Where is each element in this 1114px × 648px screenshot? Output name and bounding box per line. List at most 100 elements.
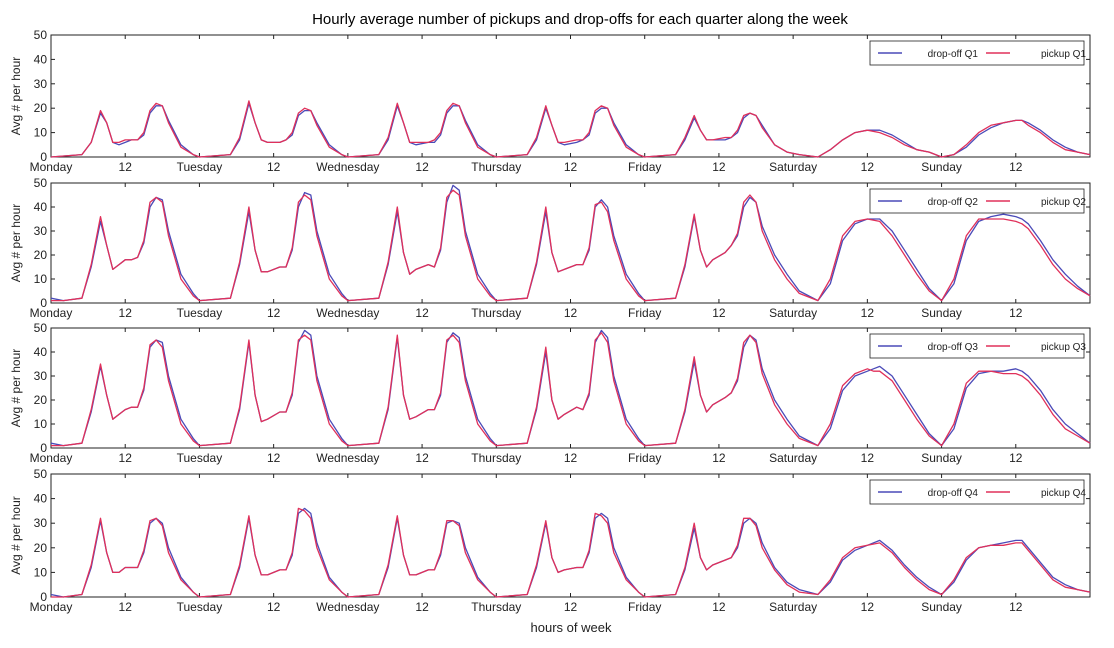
x-tick-label: 12 [119,160,133,174]
series-line-pickup-q1 [50,100,1091,158]
legend: drop-off Q4 pickup Q4 [869,479,1086,505]
legend-entry: drop-off Q3 [928,342,979,353]
y-axis-label: Avg # per hour [9,349,23,428]
legend-entry: pickup Q2 [1041,197,1086,208]
x-tick-label: 12 [564,451,578,465]
y-tick-label: 10 [34,126,48,140]
y-tick-label: 20 [34,101,48,115]
x-tick-label: Sunday [921,451,962,465]
x-tick-label: Friday [628,451,661,465]
x-tick-label: Saturday [769,600,817,614]
y-tick-label: 0 [40,590,47,604]
x-tick-label: 12 [1009,160,1023,174]
legend-box [869,40,1085,66]
y-tick-label: 0 [40,296,47,310]
x-tick-label: 12 [712,160,726,174]
x-tick-label: 12 [267,600,281,614]
legend-entry: drop-off Q2 [928,197,979,208]
panel-q4: 0 10 20 30 40 50 Monday 12 Tuesday 12 Wednesday 12 T… [9,467,1091,614]
chart-title: Hourly average number of pickups and dro… [312,11,848,28]
x-tick-label: Wednesday [316,306,379,320]
x-tick-label: 12 [861,306,875,320]
series-line-pickup-q4 [51,507,1091,598]
y-tick-label: 20 [34,541,48,555]
panel-q3: 0 10 20 30 40 50 Monday 12 Tuesday 12 Wednesday 12 T… [9,321,1091,465]
y-tick-label: 10 [34,272,48,286]
x-tick-label: Monday [30,306,73,320]
legend: drop-off Q2 pickup Q2 [869,188,1086,214]
x-tick-label: Saturday [769,306,817,320]
y-axis-label: Avg # per hour [9,204,23,283]
y-tick-label: 30 [34,516,48,530]
x-tick-label: Friday [628,600,661,614]
legend-box [869,188,1085,214]
x-tick-label: 12 [267,451,281,465]
x-tick-label: 12 [712,600,726,614]
x-tick-label: 12 [267,160,281,174]
x-tick-label: Tuesday [177,160,223,174]
x-tick-label: 12 [415,306,429,320]
legend-entry: pickup Q4 [1041,488,1086,499]
x-tick-label: 12 [1009,451,1023,465]
x-tick-label: Thursday [471,451,521,465]
y-tick-label: 40 [34,492,48,506]
x-tick-label: Wednesday [316,600,379,614]
panel-q2: 0 10 20 30 40 50 Monday 12 Tuesday 12 Wednesday 12 T… [9,176,1091,320]
y-axis-label: Avg # per hour [9,496,23,575]
legend-entry: drop-off Q4 [928,488,979,499]
legend-box [869,333,1085,359]
x-tick-label: Saturday [769,451,817,465]
legend-entry: drop-off Q1 [928,49,979,60]
series-line-dropoff-q4 [50,507,1091,598]
x-tick-label: 12 [119,306,133,320]
x-tick-label: 12 [415,600,429,614]
x-tick-label: 12 [712,306,726,320]
x-tick-label: Monday [30,451,73,465]
x-tick-label: 12 [712,451,726,465]
y-tick-label: 30 [34,224,48,238]
y-tick-label: 50 [34,321,48,335]
x-tick-label: 12 [861,160,875,174]
x-tick-label: Sunday [921,600,962,614]
y-tick-label: 0 [40,150,47,164]
y-tick-label: 40 [34,345,48,359]
legend: drop-off Q3 pickup Q3 [869,333,1086,359]
x-tick-label: Friday [628,160,661,174]
x-tick-label: Thursday [471,306,521,320]
y-tick-label: 40 [34,52,48,66]
y-tick-label: 50 [34,467,48,481]
x-tick-label: Saturday [769,160,817,174]
x-tick-label: Thursday [471,600,521,614]
series-line-pickup-q2 [51,189,1091,302]
x-tick-label: Wednesday [316,451,379,465]
x-tick-label: Tuesday [177,451,223,465]
x-tick-label: Sunday [921,160,962,174]
x-tick-label: 12 [415,160,429,174]
x-tick-label: 12 [1009,600,1023,614]
x-tick-label: 12 [861,600,875,614]
x-tick-label: Monday [30,160,73,174]
x-axis-label: hours of week [531,620,612,635]
legend-entry: pickup Q3 [1041,342,1086,353]
series-line-pickup-q3 [51,332,1091,447]
series-line-dropoff-q1 [50,102,1091,158]
x-tick-label: 12 [267,306,281,320]
legend: drop-off Q1 pickup Q1 [869,40,1086,66]
x-tick-label: 12 [564,600,578,614]
x-tick-label: 12 [1009,306,1023,320]
y-tick-label: 50 [34,28,48,42]
y-tick-label: 30 [34,77,48,91]
y-tick-label: 10 [34,565,48,579]
x-tick-label: 12 [564,160,578,174]
y-tick-label: 40 [34,200,48,214]
x-tick-label: 12 [415,451,429,465]
x-tick-label: 12 [119,600,133,614]
x-tick-label: Tuesday [177,600,223,614]
x-tick-label: 12 [861,451,875,465]
x-tick-label: Wednesday [316,160,379,174]
y-tick-label: 20 [34,248,48,262]
x-tick-label: Tuesday [177,306,223,320]
legend-entry: pickup Q1 [1041,49,1086,60]
x-tick-label: Friday [628,306,661,320]
